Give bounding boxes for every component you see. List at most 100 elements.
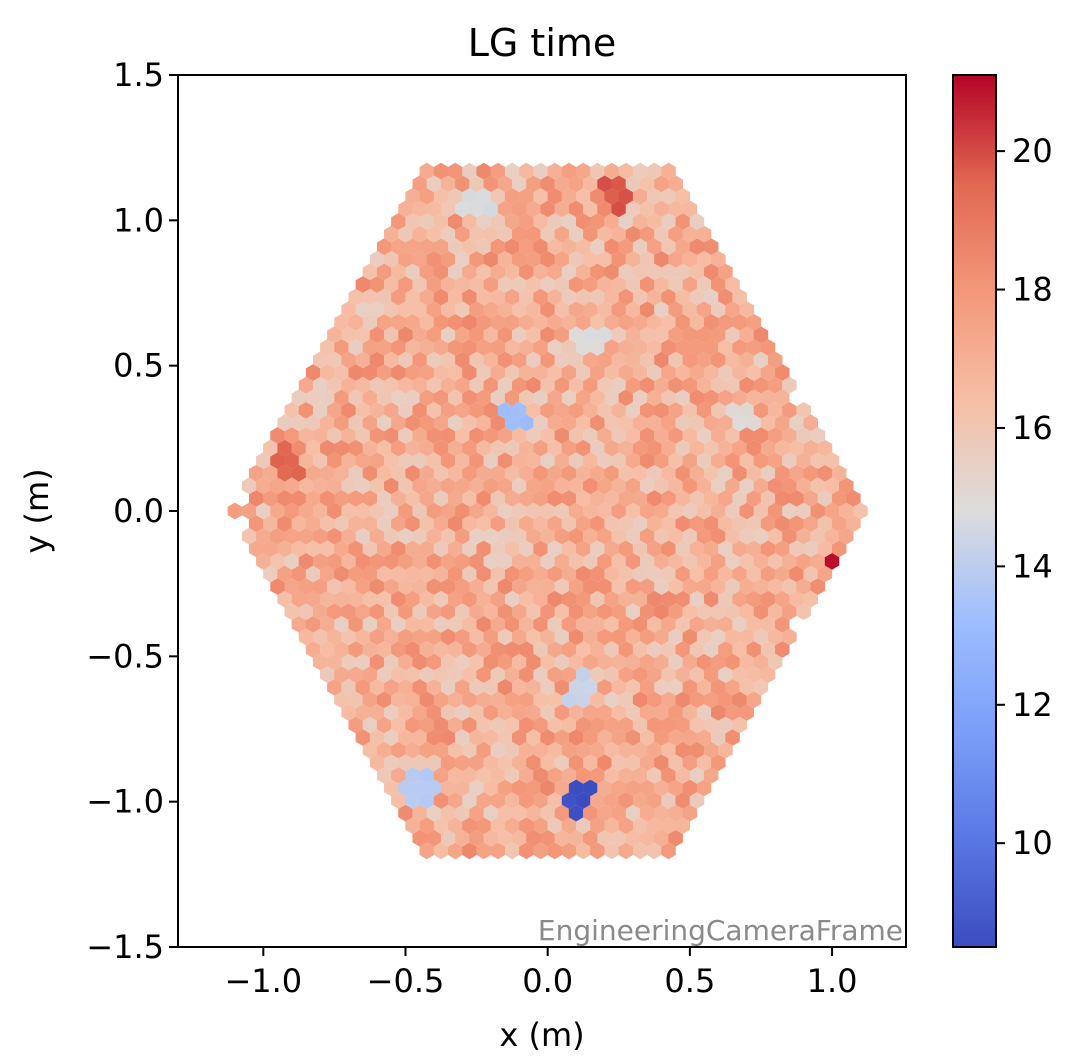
camera-pixel — [689, 288, 705, 306]
camera-pixel — [718, 414, 733, 432]
camera-pixel — [469, 401, 484, 419]
camera-pixel — [263, 464, 278, 482]
camera-pixel — [739, 351, 754, 369]
camera-pixel — [611, 225, 627, 243]
camera-pixel — [348, 666, 363, 683]
camera-pixel — [661, 490, 676, 507]
camera-pixel — [767, 578, 783, 595]
camera-pixel — [675, 389, 691, 407]
camera-pixel — [547, 238, 563, 256]
camera-pixel — [597, 376, 612, 394]
camera-pixel — [803, 414, 818, 432]
camera-pixel — [583, 628, 598, 646]
camera-pixel — [604, 716, 619, 734]
camera-pixel — [817, 464, 833, 482]
camera-pixel — [725, 452, 740, 470]
camera-pixel — [647, 540, 662, 558]
camera-pixel — [519, 615, 534, 633]
camera-pixel — [391, 792, 406, 809]
camera-pixel — [782, 452, 797, 470]
camera-pixel — [298, 552, 314, 570]
camera-pixel — [611, 603, 627, 621]
camera-pixel — [320, 615, 335, 633]
camera-pixel — [682, 452, 698, 470]
camera-pixel — [796, 552, 811, 570]
camera-pixel — [689, 389, 705, 407]
camera-pixel — [312, 477, 328, 495]
camera-pixel — [398, 779, 413, 797]
camera-pixel — [654, 678, 669, 696]
camera-pixel — [384, 578, 399, 595]
camera-pixel — [519, 792, 534, 809]
camera-pixel — [675, 792, 691, 809]
camera-pixel — [639, 376, 655, 394]
camera-pixel — [547, 213, 563, 230]
camera-pixel — [519, 162, 534, 180]
camera-pixel — [412, 326, 427, 344]
camera-pixel — [341, 552, 356, 570]
camera-pixel — [661, 615, 676, 633]
camera-pixel — [639, 175, 655, 193]
camera-pixel — [689, 565, 705, 583]
camera-pixel — [433, 641, 449, 658]
camera-pixel — [327, 552, 342, 570]
camera-pixel — [675, 716, 691, 734]
camera-pixel — [739, 477, 754, 495]
camera-pixel — [497, 250, 513, 268]
camera-pixel — [426, 829, 442, 847]
camera-pixel — [462, 792, 477, 809]
camera-pixel — [433, 540, 449, 558]
camera-pixel — [320, 339, 335, 356]
camera-pixel — [611, 754, 627, 772]
camera-pixel — [817, 540, 833, 558]
camera-pixel — [647, 414, 662, 432]
camera-pixel — [547, 389, 563, 407]
camera-pixel — [348, 565, 363, 583]
camera-pixel — [597, 829, 612, 847]
camera-pixel — [519, 666, 534, 683]
camera-pixel — [462, 817, 477, 835]
camera-pixel — [497, 729, 513, 746]
camera-pixel — [426, 578, 442, 595]
camera-pixel — [298, 477, 314, 495]
camera-pixel — [533, 515, 548, 532]
camera-pixel — [426, 628, 442, 646]
camera-pixel — [647, 590, 662, 608]
camera-pixel — [739, 678, 754, 696]
camera-pixel — [647, 187, 662, 205]
camera-pixel — [448, 263, 463, 281]
camera-pixel — [625, 250, 641, 268]
camera-pixel — [405, 540, 420, 558]
camera-pixel — [718, 515, 733, 532]
camera-pixel — [455, 527, 470, 545]
colorbar — [952, 74, 997, 948]
camera-pixel — [739, 326, 754, 344]
camera-pixel — [604, 565, 619, 583]
camera-pixel — [448, 792, 463, 809]
camera-pixel — [782, 477, 797, 495]
camera-pixel — [533, 288, 548, 306]
camera-pixel — [597, 704, 612, 721]
camera-pixel — [632, 641, 648, 658]
camera-pixel — [568, 704, 584, 721]
camera-pixel — [661, 666, 676, 683]
camera-pixel — [604, 238, 619, 256]
camera-pixel — [625, 729, 641, 746]
camera-pixel — [433, 691, 449, 709]
camera-pixel — [412, 603, 427, 621]
camera-pixel — [277, 565, 292, 583]
camera-pixel — [675, 666, 691, 683]
camera-pixel — [376, 288, 392, 306]
x-tick-label: 0.5 — [664, 962, 715, 1000]
camera-pixel — [448, 666, 463, 683]
camera-pixel — [519, 817, 534, 835]
camera-pixel — [419, 464, 435, 482]
camera-pixel — [490, 213, 506, 230]
camera-pixel — [327, 527, 342, 545]
camera-pixel — [398, 276, 413, 293]
camera-pixel — [490, 666, 506, 683]
camera-pixel — [540, 804, 555, 822]
camera-pixel — [405, 565, 420, 583]
camera-pixel — [412, 804, 427, 822]
camera-pixel — [604, 741, 619, 759]
